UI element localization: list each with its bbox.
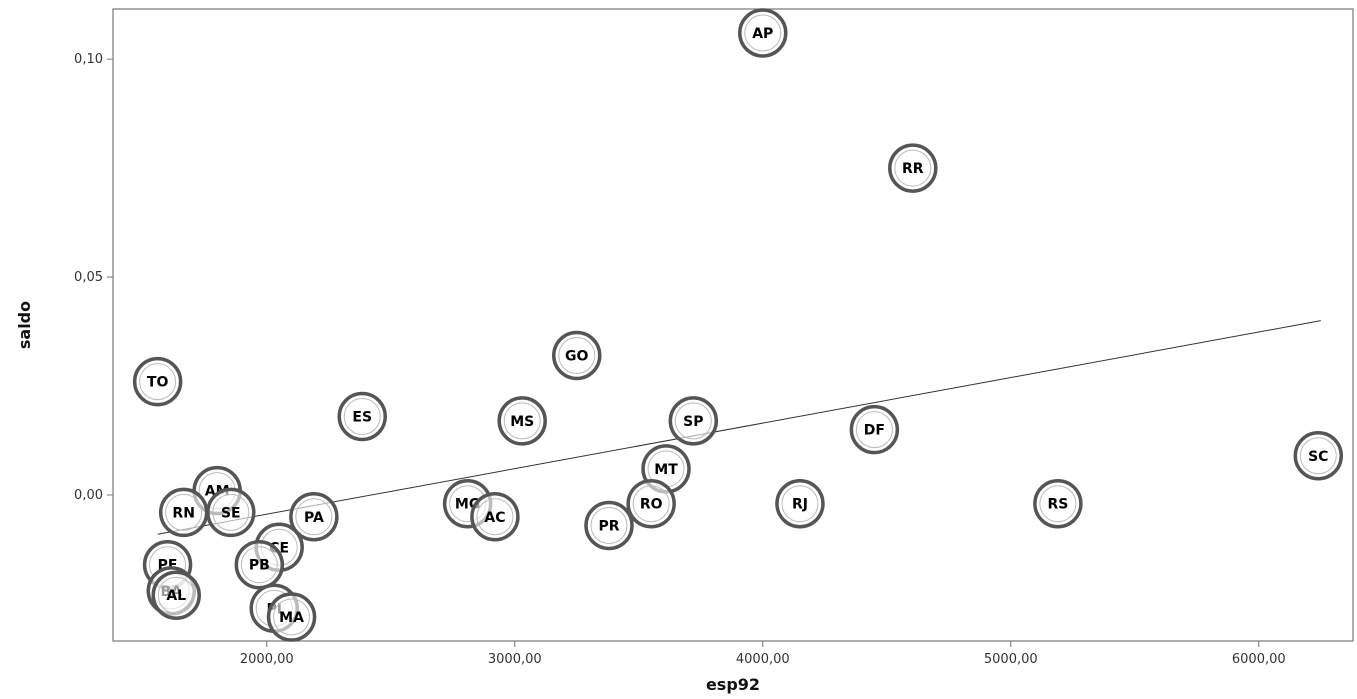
regression-line	[157, 320, 1321, 535]
point-label: GO	[565, 349, 588, 365]
point-marker-inner	[476, 498, 514, 536]
x-tick-label: 3000,00	[488, 652, 542, 667]
point-label: ES	[352, 410, 372, 426]
point-label: RR	[902, 161, 924, 177]
point-marker	[668, 396, 719, 446]
point-marker-inner	[503, 402, 541, 440]
point-label: RN	[172, 505, 195, 521]
data-point-sc: SC	[1293, 431, 1344, 481]
point-label: PA	[304, 510, 324, 526]
data-point-se: SE	[206, 487, 256, 538]
point-marker	[738, 8, 788, 58]
data-point-ms: MS	[497, 396, 547, 446]
point-label: PB	[249, 558, 270, 574]
point-marker-inner	[343, 398, 381, 436]
data-point-ro: RO	[626, 478, 676, 529]
point-label: SE	[221, 505, 241, 521]
data-point-ma: MA	[266, 592, 317, 642]
point-marker-inner	[558, 337, 596, 375]
point-marker-inner	[744, 14, 782, 52]
point-marker-inner	[295, 498, 333, 536]
point-marker-inner	[632, 485, 670, 523]
point-marker	[337, 391, 387, 442]
point-marker	[1293, 431, 1344, 481]
data-point-al: AL	[151, 570, 201, 620]
point-marker-inner	[157, 576, 195, 614]
point-marker	[470, 492, 520, 542]
point-marker	[234, 539, 285, 590]
point-marker-inner	[165, 493, 203, 531]
point-marker	[888, 143, 938, 193]
point-label: PR	[598, 518, 619, 534]
data-point-ac: AC	[470, 492, 520, 542]
point-marker	[775, 478, 825, 529]
point-label: DF	[864, 423, 885, 439]
point-marker-inner	[674, 402, 712, 440]
data-point-rr: RR	[888, 143, 938, 193]
data-point-to: TO	[132, 356, 183, 407]
point-label: SC	[1308, 449, 1328, 465]
data-point-rj: RJ	[775, 478, 825, 529]
point-marker-inner	[590, 506, 628, 544]
point-label: AC	[484, 510, 505, 526]
x-axis-ticks: 2000,00 3000,00 4000,00 5000,00 6000,00	[240, 641, 1286, 667]
data-point-rs: RS	[1033, 478, 1083, 529]
point-marker-inner	[139, 363, 177, 401]
x-tick-label: 5000,00	[984, 652, 1038, 667]
point-label: AP	[752, 26, 773, 42]
x-tick-label: 6000,00	[1232, 652, 1286, 667]
data-point-es: ES	[337, 391, 387, 442]
point-marker-inner	[1039, 485, 1077, 523]
point-marker-inner	[1299, 437, 1337, 475]
y-axis-title: saldo	[15, 301, 34, 349]
point-label: RS	[1047, 497, 1068, 513]
data-point-pb: PB	[234, 539, 285, 590]
point-label: TO	[147, 375, 169, 391]
point-marker-inner	[781, 485, 819, 523]
point-marker	[206, 487, 256, 538]
x-tick-label: 4000,00	[736, 652, 790, 667]
data-point-ap: AP	[738, 8, 788, 58]
point-marker-inner	[240, 546, 278, 584]
data-point-pr: PR	[584, 500, 634, 551]
point-marker-inner	[212, 493, 250, 531]
y-tick-label: 0,10	[74, 52, 103, 67]
y-tick-label: 0,00	[74, 488, 103, 503]
data-point-sp: SP	[668, 396, 719, 446]
point-label: RO	[640, 497, 663, 513]
point-marker-inner	[273, 598, 311, 636]
point-label: AL	[166, 588, 186, 604]
x-tick-label: 2000,00	[240, 652, 294, 667]
point-marker	[1033, 478, 1083, 529]
y-axis-ticks: 0,00 0,05 0,10	[74, 52, 113, 503]
point-marker	[552, 330, 602, 381]
point-label: MT	[654, 462, 678, 478]
data-point-go: GO	[552, 330, 602, 381]
point-marker-inner	[855, 411, 893, 449]
point-marker	[584, 500, 634, 551]
point-label: MA	[279, 610, 304, 626]
data-point-rn: RN	[158, 487, 209, 538]
point-marker	[132, 356, 183, 407]
point-marker	[849, 404, 900, 455]
point-label: SP	[683, 414, 703, 430]
point-marker	[151, 570, 201, 620]
point-marker	[266, 592, 317, 642]
point-label: MS	[510, 414, 534, 430]
data-point-pa: PA	[289, 492, 339, 542]
point-label: RJ	[792, 497, 808, 513]
point-marker	[497, 396, 547, 446]
y-tick-label: 0,05	[74, 270, 103, 285]
regression-line-group	[157, 320, 1321, 535]
point-marker	[289, 492, 339, 542]
point-marker	[626, 478, 676, 529]
point-marker-inner	[894, 149, 932, 187]
x-axis-title: esp92	[706, 675, 760, 694]
data-point-df: DF	[849, 404, 900, 455]
